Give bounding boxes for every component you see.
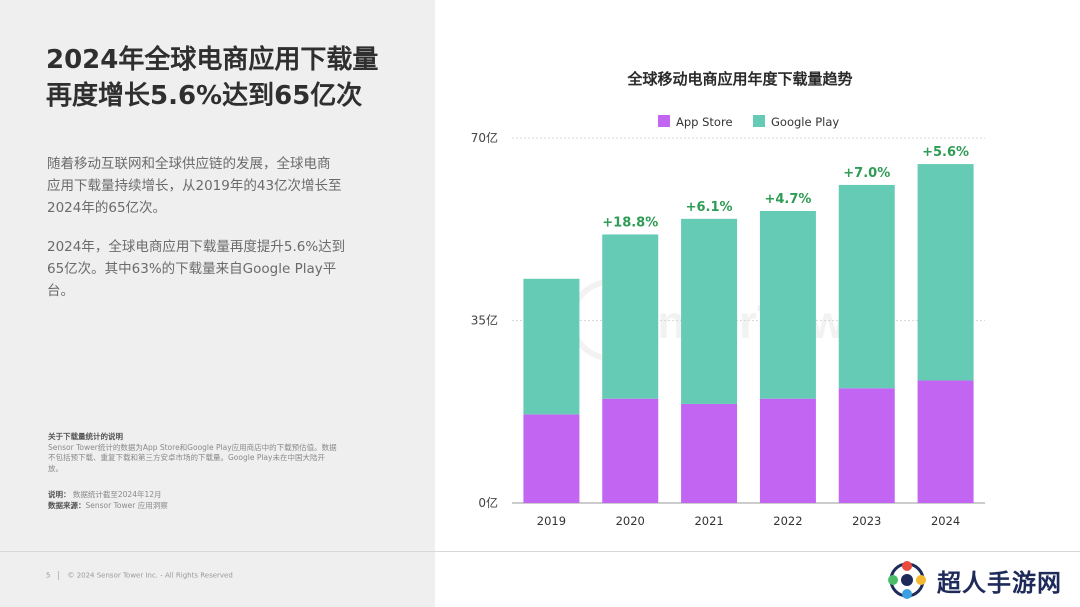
explain-label: 说明： — [48, 490, 71, 499]
x-tick-label: 2020 — [616, 514, 645, 528]
page-title: 2024年全球电商应用下载量 再度增长5.6%达到65亿次 — [46, 42, 416, 114]
paragraph2-line: 65亿次。其中63%的下载量来自Google Play平 — [47, 261, 337, 277]
bar-app-store — [602, 398, 659, 503]
paragraph1-line: 2024年的65亿次。 — [47, 200, 167, 216]
left-panel — [0, 0, 435, 607]
x-tick-label: 2024 — [931, 514, 960, 528]
note-line: 不包括预下载、重复下载和第三方安卓市场的下载量。Google Play未在中国大… — [48, 453, 325, 462]
legend-swatch — [753, 115, 765, 127]
summary-paragraph-1: 随着移动互联网和全球供应链的发展，全球电商 应用下载量持续增长，从2019年的4… — [47, 153, 382, 219]
bar-google-play — [523, 278, 580, 415]
page-number: 5 — [46, 571, 51, 580]
footer-separator — [58, 571, 60, 580]
explain-line: 说明： 数据统计截至2024年12月 — [48, 490, 378, 501]
legend-swatch — [658, 115, 670, 127]
y-tick-label: 70亿 — [471, 130, 498, 145]
bar-app-store — [917, 380, 974, 503]
growth-label: +4.7% — [764, 192, 811, 207]
note-line: Sensor Tower统计的数据为App Store和Google Play应… — [48, 442, 337, 452]
site-logo-text: 超人手游网 — [937, 568, 1062, 597]
bar-app-store — [759, 398, 816, 503]
bar-google-play — [917, 164, 974, 381]
y-tick-label: 35亿 — [471, 313, 498, 328]
bar-google-play — [681, 218, 738, 404]
page-footer: 5 © 2024 Sensor Tower Inc. - All Rights R… — [46, 571, 233, 580]
bar-app-store — [523, 414, 580, 503]
page-title-line-1: 2024年全球电商应用下载量 — [46, 45, 379, 75]
bar-app-store — [838, 388, 895, 503]
download-note: 关于下载量统计的说明 Sensor Tower统计的数据为App Store和G… — [48, 432, 378, 474]
note-line: 放。 — [48, 463, 63, 473]
bar-google-play — [602, 234, 659, 399]
x-tick-label: 2022 — [773, 514, 802, 528]
bar-app-store — [681, 403, 738, 503]
summary-paragraph-2: 2024年，全球电商应用下载量再度提升5.6%达到 65亿次。其中63%的下载量… — [47, 236, 382, 302]
source-line: 数据来源：Sensor Tower 应用洞察 — [48, 501, 378, 512]
page-title-line-2: 再度增长5.6%达到65亿次 — [46, 81, 363, 111]
footer-divider — [0, 551, 1080, 552]
paragraph1-line: 应用下载量持续增长，从2019年的43亿次增长至 — [47, 178, 342, 194]
growth-label: +18.8% — [602, 215, 658, 230]
chart-title: 全球移动电商应用年度下载量趋势 — [627, 70, 853, 88]
site-logo-icon — [888, 561, 926, 599]
paragraph1-line: 随着移动互联网和全球供应链的发展，全球电商 — [47, 156, 331, 172]
x-tick-label: 2021 — [694, 514, 723, 528]
copyright-text: © 2024 Sensor Tower Inc. - All Rights Re… — [67, 571, 233, 580]
explain-text: 数据统计截至2024年12月 — [72, 490, 162, 499]
x-tick-label: 2023 — [852, 514, 881, 528]
growth-label: +5.6% — [922, 145, 969, 160]
source-note: 说明： 数据统计截至2024年12月 数据来源：Sensor Tower 应用洞… — [48, 490, 378, 511]
paragraph2-line: 台。 — [47, 283, 74, 299]
source-label: 数据来源： — [48, 500, 86, 510]
site-logo[interactable]: 超人手游网 — [885, 558, 1062, 602]
legend-label: Google Play — [771, 115, 839, 129]
note-title: 关于下载量统计的说明 — [48, 432, 123, 441]
paragraph2-line: 2024年，全球电商应用下载量再度提升5.6%达到 — [47, 239, 346, 255]
x-tick-label: 2019 — [537, 514, 566, 528]
source-text: Sensor Tower 应用洞察 — [85, 500, 168, 510]
bar-google-play — [838, 184, 895, 389]
y-tick-label: 0亿 — [478, 495, 498, 510]
legend-label: App Store — [676, 115, 733, 129]
growth-label: +6.1% — [686, 200, 733, 215]
growth-label: +7.0% — [843, 166, 890, 181]
bar-google-play — [759, 211, 816, 399]
